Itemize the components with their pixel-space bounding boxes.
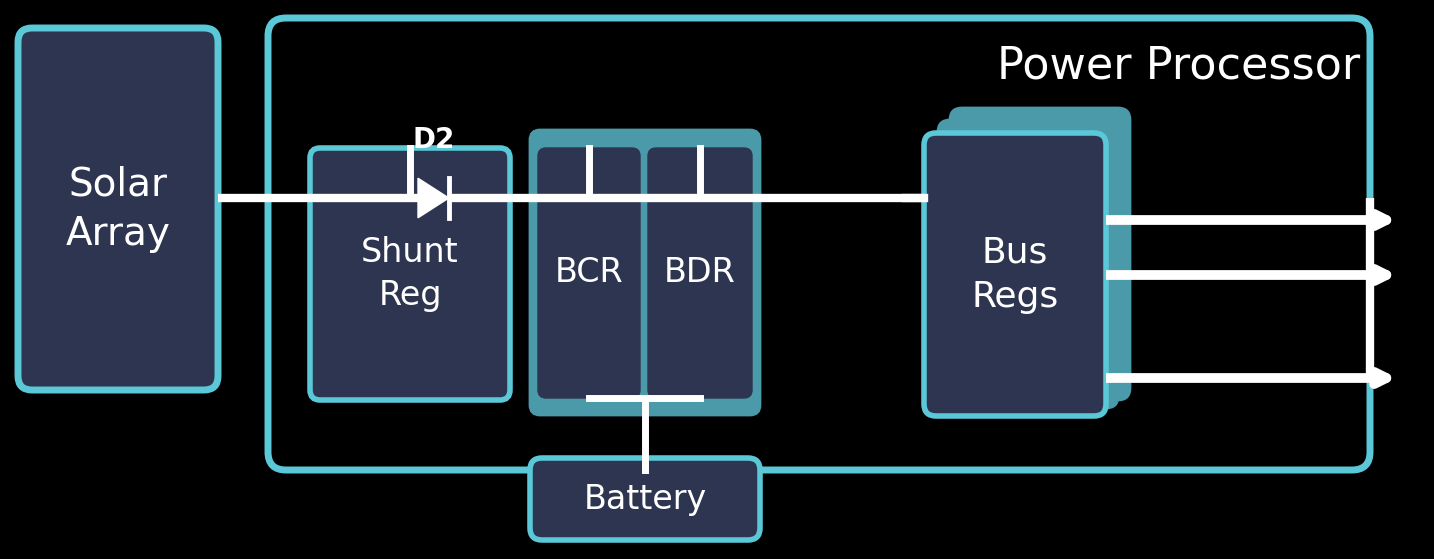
FancyBboxPatch shape bbox=[531, 458, 760, 540]
FancyBboxPatch shape bbox=[19, 28, 218, 390]
FancyBboxPatch shape bbox=[538, 148, 640, 398]
Polygon shape bbox=[417, 178, 449, 218]
FancyBboxPatch shape bbox=[923, 133, 1106, 416]
Text: Shunt
Reg: Shunt Reg bbox=[361, 236, 459, 312]
FancyBboxPatch shape bbox=[310, 148, 511, 400]
FancyBboxPatch shape bbox=[949, 108, 1130, 400]
FancyBboxPatch shape bbox=[938, 120, 1119, 408]
Text: BCR: BCR bbox=[555, 257, 624, 290]
Text: Battery: Battery bbox=[584, 482, 707, 515]
Text: Solar
Array: Solar Array bbox=[66, 165, 171, 253]
Text: BDR: BDR bbox=[664, 257, 736, 290]
FancyBboxPatch shape bbox=[531, 130, 760, 415]
FancyBboxPatch shape bbox=[648, 148, 751, 398]
Text: Bus
Regs: Bus Regs bbox=[971, 235, 1058, 314]
Text: D2: D2 bbox=[412, 126, 455, 154]
Text: Power Processor: Power Processor bbox=[997, 45, 1359, 88]
